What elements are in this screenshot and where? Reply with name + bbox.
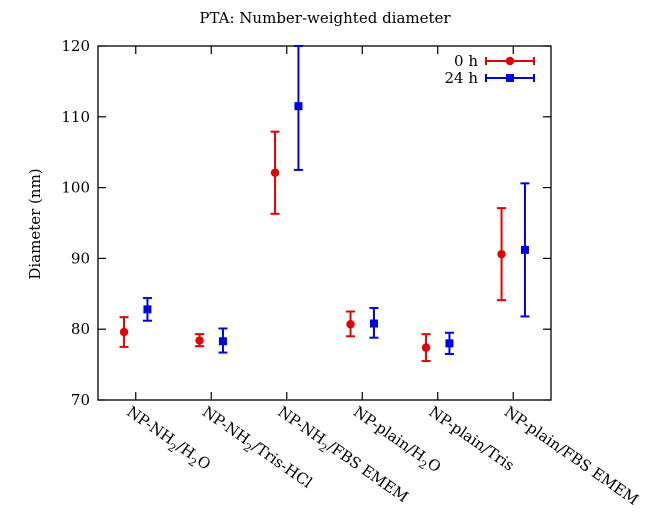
data-point bbox=[143, 305, 152, 314]
x-tick-label: NP-NH2/H2O bbox=[121, 403, 214, 477]
x-tick-label-part: O bbox=[194, 452, 214, 474]
y-tick-label: 90 bbox=[71, 249, 90, 267]
legend-marker bbox=[505, 56, 515, 66]
data-point bbox=[218, 337, 227, 346]
data-point bbox=[369, 319, 378, 328]
data-point bbox=[119, 327, 129, 337]
x-tick-label-part: /Tris-HCl bbox=[249, 437, 316, 492]
chart-title: PTA: Number-weighted diameter bbox=[199, 9, 451, 27]
data-point bbox=[346, 320, 355, 329]
series-0h bbox=[119, 130, 507, 363]
legend-label: 0 h bbox=[454, 52, 478, 70]
x-tick-label: NP-plain/FBS EMEM bbox=[501, 403, 642, 509]
legend-label: 24 h bbox=[444, 69, 478, 87]
data-series bbox=[119, 45, 530, 363]
x-tick-label: NP-NH2/FBS EMEM bbox=[272, 403, 411, 510]
y-tick-label: 110 bbox=[61, 108, 90, 126]
y-tick-label: 70 bbox=[71, 391, 90, 409]
x-tick-label-part: O bbox=[424, 454, 444, 476]
data-point bbox=[520, 245, 529, 254]
data-point bbox=[270, 168, 280, 177]
data-point bbox=[421, 343, 431, 352]
plot-frame bbox=[97, 45, 552, 401]
data-point bbox=[497, 249, 506, 259]
y-axis: 70 80 90 100 110 120 bbox=[61, 37, 551, 409]
x-tick-label-part: NP-NH bbox=[123, 403, 177, 449]
y-tick-label: 120 bbox=[61, 37, 90, 55]
legend: 0 h24 h bbox=[444, 52, 535, 87]
series-24h bbox=[142, 45, 530, 355]
data-point bbox=[195, 336, 204, 345]
y-axis-label: Diameter (nm) bbox=[26, 168, 44, 279]
x-tick-label-part: NP-plain/FBS EMEM bbox=[501, 403, 642, 509]
data-point bbox=[445, 339, 454, 348]
y-tick-label: 80 bbox=[71, 320, 90, 338]
legend-marker bbox=[506, 74, 514, 82]
y-tick-label: 100 bbox=[61, 179, 90, 197]
data-point bbox=[294, 102, 303, 111]
x-tick-label-part: NP-NH bbox=[274, 403, 328, 449]
x-tick-label-part: NP-NH bbox=[199, 403, 253, 449]
